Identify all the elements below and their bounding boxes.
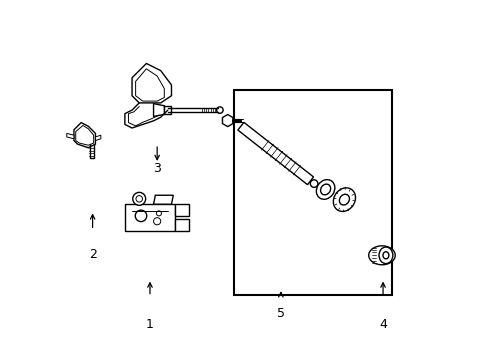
Ellipse shape	[379, 247, 393, 264]
Circle shape	[156, 211, 161, 216]
Text: 2: 2	[89, 248, 97, 261]
Circle shape	[133, 192, 146, 205]
Text: 5: 5	[277, 307, 285, 320]
Circle shape	[153, 218, 161, 225]
Ellipse shape	[340, 194, 349, 205]
Polygon shape	[238, 122, 314, 185]
Ellipse shape	[333, 188, 356, 211]
Ellipse shape	[369, 246, 395, 265]
Polygon shape	[74, 123, 96, 148]
Polygon shape	[222, 114, 233, 127]
Text: 4: 4	[379, 318, 387, 331]
Text: 1: 1	[146, 318, 154, 331]
Bar	[234, 90, 392, 295]
Polygon shape	[153, 104, 164, 117]
Circle shape	[310, 180, 318, 187]
Polygon shape	[175, 220, 190, 231]
Ellipse shape	[320, 184, 331, 195]
Polygon shape	[96, 135, 101, 140]
Ellipse shape	[383, 252, 389, 259]
Circle shape	[136, 195, 143, 202]
Polygon shape	[153, 195, 173, 204]
Text: 3: 3	[153, 162, 161, 175]
Ellipse shape	[317, 180, 335, 199]
Polygon shape	[125, 204, 175, 231]
Polygon shape	[175, 204, 190, 216]
Polygon shape	[67, 134, 74, 139]
Polygon shape	[132, 63, 172, 103]
Circle shape	[135, 210, 147, 222]
Polygon shape	[164, 106, 171, 114]
Circle shape	[217, 107, 223, 113]
